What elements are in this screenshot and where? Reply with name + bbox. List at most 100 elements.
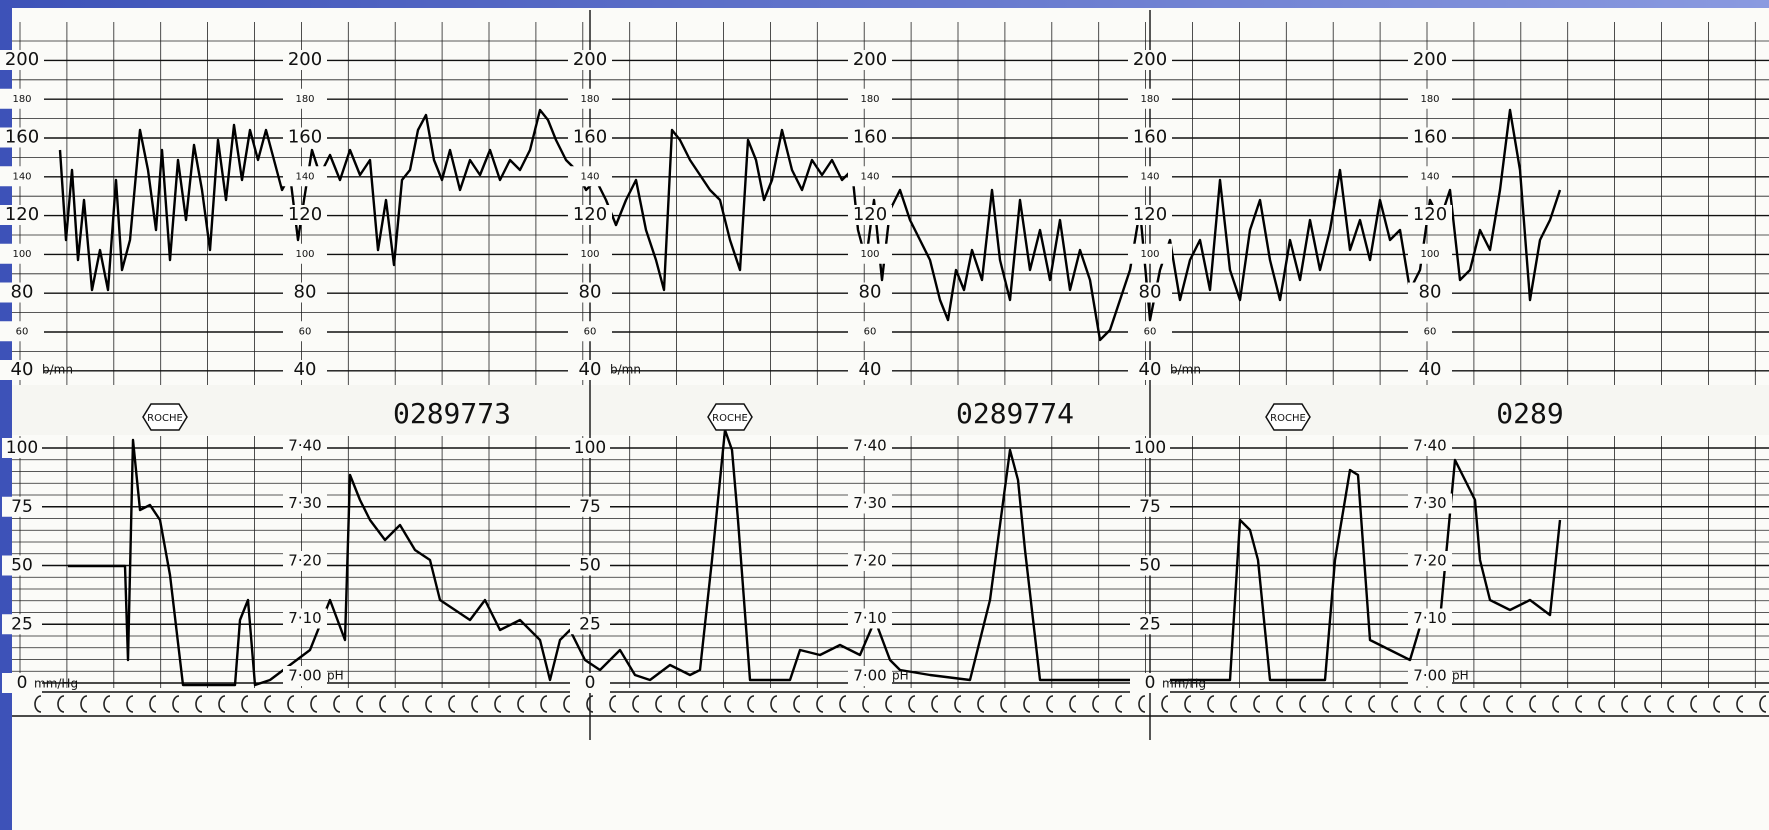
sprocket-hole (1368, 695, 1376, 713)
sprocket-hole (563, 695, 571, 713)
label-backing (283, 127, 327, 148)
label-backing (848, 321, 892, 342)
ph-label: 7·20 (288, 552, 321, 570)
heart-rate-label: 180 (860, 94, 879, 105)
sprocket-hole (609, 695, 617, 713)
label-backing (1128, 282, 1172, 303)
label-backing (283, 608, 327, 629)
sprocket-hole (310, 695, 318, 713)
sprocket-hole (494, 695, 502, 713)
sprocket-hole (517, 695, 525, 713)
pressure-trace (68, 428, 1562, 687)
heart-rate-label: 140 (580, 171, 599, 182)
label-backing (1128, 88, 1172, 109)
label-backing (570, 496, 610, 517)
sprocket-hole (172, 695, 180, 713)
label-backing (570, 673, 610, 693)
ph-unit: pH (327, 669, 344, 683)
heart-rate-label: 60 (1424, 326, 1437, 337)
heart-rate-label: 140 (860, 171, 879, 182)
ph-label: 7·20 (1413, 552, 1446, 570)
heart-rate-label: 40 (1419, 359, 1442, 380)
heart-rate-label: 120 (853, 204, 887, 225)
heart-rate-label: 80 (1419, 282, 1442, 303)
heart-rate-label: 160 (573, 127, 607, 148)
label-backing (848, 243, 892, 264)
label-backing (1408, 50, 1452, 70)
label-backing (568, 243, 612, 264)
sprocket-hole (333, 695, 341, 713)
sprocket-hole (1069, 695, 1077, 713)
heart-rate-label: 200 (5, 49, 39, 70)
sprocket-hole (1713, 695, 1721, 713)
label-backing (1408, 205, 1452, 225)
label-backing (283, 166, 327, 187)
sprocket-hole (862, 695, 870, 713)
sprocket-hole (908, 695, 916, 713)
heart-rate-trace (58, 108, 1562, 342)
sprocket-hole (1414, 695, 1422, 713)
heart-rate-label: 100 (12, 249, 31, 260)
heart-rate-unit: b/mn (610, 363, 641, 377)
pressure-label: 0 (1145, 673, 1156, 693)
sprocket-hole (1460, 695, 1468, 713)
ph-unit: pH (892, 669, 909, 683)
sprocket-hole (1483, 695, 1491, 713)
heart-rate-label: 40 (294, 359, 317, 380)
label-backing (0, 282, 44, 303)
heart-rate-label: 120 (573, 204, 607, 225)
sprocket-hole (747, 695, 755, 713)
sprocket-hole (379, 695, 387, 713)
heart-rate-label: 80 (579, 282, 602, 303)
sprocket-hole (448, 695, 456, 713)
label-backing (848, 608, 892, 629)
scale-labels: 200 180 160 140 120 100 80 60 40 b/mn 200 180 160 140… (0, 49, 1564, 693)
pressure-label: 50 (579, 556, 601, 576)
sprocket-hole (1690, 695, 1698, 713)
sprocket-hole (103, 695, 111, 713)
label-backing (1128, 127, 1172, 148)
heart-rate-label: 180 (580, 94, 599, 105)
label-backing (0, 205, 44, 225)
label-backing (1408, 243, 1452, 264)
sprocket-hole (126, 695, 134, 713)
sprocket-hole (954, 695, 962, 713)
heart-rate-label: 60 (584, 326, 597, 337)
label-backing (2, 673, 42, 693)
sprocket-hole (816, 695, 824, 713)
sprocket-hole (34, 695, 42, 713)
heart-rate-label: 120 (1413, 204, 1447, 225)
heart-rate-label: 80 (859, 282, 882, 303)
label-backing (1408, 436, 1452, 456)
ph-label: 7·30 (853, 494, 886, 512)
sprocket-hole (1184, 695, 1192, 713)
sprocket-hole (586, 695, 594, 713)
label-backing (568, 127, 612, 148)
ph-label: 7·10 (1413, 609, 1446, 627)
label-backing (848, 127, 892, 148)
sprocket-hole (80, 695, 88, 713)
label-backing (1408, 321, 1452, 342)
ph-label: 7·00 (853, 667, 886, 685)
label-backing (570, 614, 610, 635)
label-backing (283, 282, 327, 303)
label-backing (1128, 360, 1172, 380)
marker-band (12, 385, 1769, 435)
heart-rate-label: 80 (1139, 282, 1162, 303)
heart-rate-unit: b/mn (42, 363, 73, 377)
sprocket-hole (885, 695, 893, 713)
ph-label: 7·10 (853, 609, 886, 627)
heart-rate-label: 100 (295, 249, 314, 260)
label-backing (0, 166, 44, 187)
label-backing (1128, 166, 1172, 187)
sprocket-hole (1023, 695, 1031, 713)
heart-rate-label: 200 (573, 49, 607, 70)
ph-label: 7·00 (288, 667, 321, 685)
sprocket-hole (1437, 695, 1445, 713)
logo-hexagon (707, 403, 753, 431)
label-backing (1408, 493, 1452, 514)
pressure-label: 75 (11, 497, 33, 517)
label-backing (568, 205, 612, 225)
sprocket-hole (1552, 695, 1560, 713)
sprocket-hole (1230, 695, 1238, 713)
